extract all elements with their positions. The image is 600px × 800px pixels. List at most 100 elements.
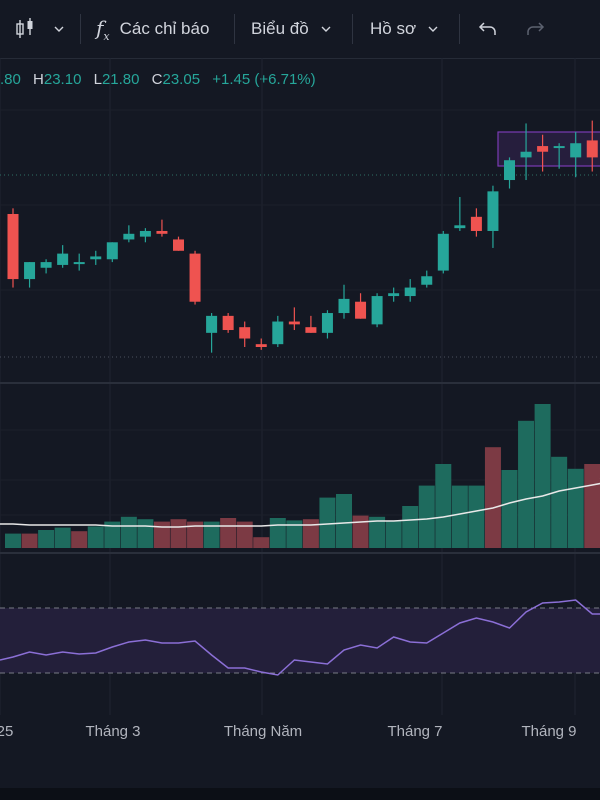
- time-axis: 25 Tháng 3 Tháng Năm Tháng 7 Tháng 9: [0, 723, 577, 740]
- legend-close-value: 23.05: [162, 71, 201, 88]
- volume-bar: [435, 464, 452, 548]
- candle-body: [73, 262, 85, 265]
- candle-body: [421, 276, 433, 285]
- chart-type-button[interactable]: [14, 0, 36, 58]
- volume-bar: [385, 520, 402, 548]
- candle-body: [504, 160, 515, 181]
- legend-open-value: .80: [0, 71, 21, 88]
- volume-bar: [236, 521, 253, 548]
- candle-body: [321, 313, 333, 333]
- volume-bar: [302, 519, 319, 548]
- fx-icon: fx: [96, 15, 110, 43]
- redo-icon: [527, 22, 545, 35]
- candle-body: [537, 146, 549, 152]
- toolbar-divider: [459, 14, 460, 44]
- volume-bar: [534, 404, 551, 548]
- candle: [504, 157, 515, 189]
- volume-bar: [319, 497, 336, 548]
- candle-body: [454, 225, 466, 229]
- candle: [173, 236, 184, 251]
- candle-body: [90, 256, 102, 260]
- volume-bar: [551, 456, 568, 548]
- volume-bar: [137, 519, 154, 548]
- candle: [321, 310, 333, 339]
- chevron-down-icon: [321, 26, 331, 32]
- candle: [106, 242, 118, 263]
- volume-bar: [104, 521, 121, 548]
- volume-bar: [220, 518, 237, 548]
- volume-bar: [336, 494, 352, 548]
- undo-button[interactable]: [477, 0, 499, 58]
- legend-change: +1.45 (+6.71%): [212, 71, 316, 88]
- profile-menu-button[interactable]: Hồ sơ: [370, 0, 440, 58]
- volume-bar: [501, 470, 518, 548]
- time-axis-label: Tháng 3: [85, 723, 140, 740]
- candle-body: [288, 321, 300, 325]
- candle-body: [24, 262, 36, 280]
- toolbar-divider: [80, 14, 81, 44]
- profile-menu-label: Hồ sơ: [370, 19, 417, 38]
- candle: [139, 228, 151, 243]
- candle: [404, 279, 416, 302]
- redo-button[interactable]: [524, 0, 546, 58]
- volume-bar: [269, 518, 286, 548]
- volume-bar: [5, 533, 21, 548]
- chevron-down-icon: [54, 26, 64, 32]
- candle: [255, 338, 267, 350]
- candle: [189, 250, 201, 305]
- volume-bar: [484, 447, 501, 548]
- candle-body: [173, 239, 184, 251]
- candle-body: [139, 230, 151, 237]
- candle: [123, 225, 135, 243]
- volume-bar: [71, 531, 88, 548]
- legend-high-value: 23.10: [43, 71, 82, 88]
- volume-bar: [468, 485, 485, 548]
- candle: [388, 287, 400, 302]
- candle-body: [239, 327, 251, 339]
- indicators-button[interactable]: fx Các chỉ báo: [96, 0, 209, 58]
- candle: [487, 185, 499, 248]
- candle-body: [7, 213, 19, 280]
- candle: [222, 313, 234, 333]
- volume-bar: [352, 515, 369, 548]
- volume-bar: [203, 521, 220, 548]
- candle-type-icon: [16, 18, 33, 38]
- bottom-strip: [0, 788, 600, 800]
- candle-body: [437, 233, 449, 271]
- legend-high-key: H: [33, 71, 44, 88]
- candle-body: [338, 298, 350, 314]
- volume-pane: [0, 404, 600, 548]
- candle: [239, 321, 251, 347]
- candle-body: [586, 140, 598, 158]
- volume-bar: [584, 464, 600, 548]
- volume-bar: [451, 485, 468, 548]
- candle: [7, 208, 19, 288]
- candle: [537, 134, 549, 172]
- candle: [454, 197, 466, 231]
- chart-type-dropdown[interactable]: [52, 0, 66, 58]
- volume-bar: [54, 527, 71, 548]
- candle: [156, 219, 168, 237]
- legend-close-key: C: [151, 71, 163, 88]
- undo-icon: [478, 22, 496, 35]
- chart-menu-button[interactable]: Biểu đồ: [251, 0, 333, 58]
- volume-bar: [38, 530, 55, 548]
- volume-bar: [402, 506, 419, 548]
- rsi-pane: [0, 599, 600, 676]
- candle: [206, 313, 218, 353]
- candle: [24, 262, 36, 288]
- candle: [570, 131, 582, 178]
- volume-bar: [153, 521, 170, 548]
- candle: [90, 250, 102, 265]
- candle: [355, 293, 367, 319]
- candle-body: [570, 143, 582, 158]
- volume-bar: [187, 521, 204, 548]
- candle: [272, 315, 284, 347]
- top-toolbar: fx Các chỉ báo Biểu đồ Hồ sơ: [0, 0, 600, 59]
- indicators-label: Các chỉ báo: [119, 19, 210, 38]
- candle-body: [355, 301, 367, 319]
- volume-ma-line: [0, 478, 600, 528]
- candle-body: [553, 146, 565, 149]
- candle-body: [487, 191, 499, 231]
